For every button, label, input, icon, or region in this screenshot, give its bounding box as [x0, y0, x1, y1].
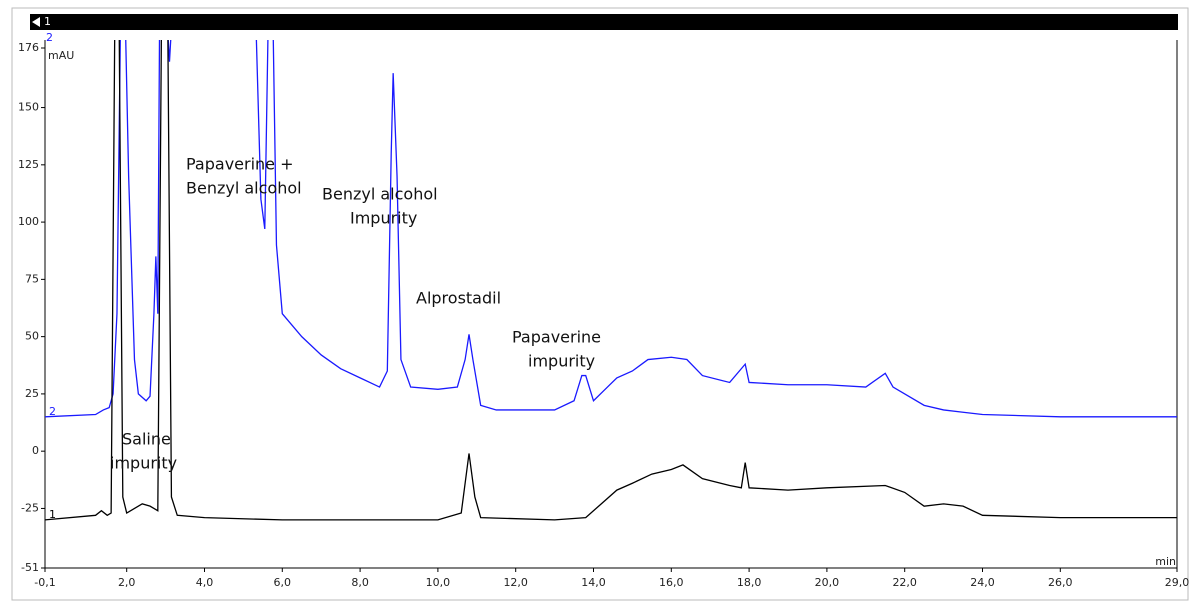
- annotation: Saline: [122, 430, 171, 449]
- y-tick-label: -25: [21, 501, 39, 514]
- x-tick-label: 29,0: [1165, 576, 1190, 589]
- annotation: impurity: [110, 454, 177, 473]
- x-tick-label: 6,0: [274, 576, 292, 589]
- y-tick-label: 150: [18, 101, 39, 114]
- x-tick-label: 8,0: [351, 576, 369, 589]
- y-unit: mAU: [48, 49, 74, 62]
- bar-arrow: [32, 17, 40, 27]
- y-tick-label: 50: [25, 330, 39, 343]
- annotation: Alprostadil: [416, 289, 501, 308]
- y-tick-label: 176: [18, 41, 39, 54]
- top-bar: [30, 14, 1178, 30]
- trace: [45, 40, 1177, 521]
- x-tick-label: 26,0: [1048, 576, 1073, 589]
- top-bar-label: 1: [44, 15, 51, 28]
- x-tick-label: 24,0: [970, 576, 995, 589]
- x-tick-label: 16,0: [659, 576, 684, 589]
- y-tick-label: 100: [18, 215, 39, 228]
- plot: [45, 40, 1177, 521]
- series-label: 1: [49, 508, 56, 521]
- x-tick-label: 18,0: [737, 576, 762, 589]
- annotation: Papaverine +: [186, 155, 294, 174]
- x-tick-label: 4,0: [196, 576, 214, 589]
- trace: [45, 40, 1177, 418]
- annotation: Impurity: [350, 209, 417, 228]
- y-tick-label: 25: [25, 387, 39, 400]
- series-label: 2: [49, 405, 56, 418]
- x-tick-label: 20,0: [815, 576, 840, 589]
- x-unit: min: [1155, 555, 1176, 568]
- y-tick-label: 0: [32, 444, 39, 457]
- x-tick-label: 14,0: [581, 576, 606, 589]
- top-label: 2: [46, 31, 53, 44]
- y-tick-label: 125: [18, 158, 39, 171]
- annotation: impurity: [528, 352, 595, 371]
- x-tick-label: 12,0: [503, 576, 528, 589]
- annotation: Benzyl alcohol: [322, 185, 438, 204]
- y-tick-label: 75: [25, 272, 39, 285]
- x-tick-label: -0,1: [34, 576, 55, 589]
- y-tick-label: -51: [21, 561, 39, 574]
- x-tick-label: 10,0: [426, 576, 451, 589]
- x-tick-label: 22,0: [892, 576, 917, 589]
- annotation: Papaverine: [512, 328, 601, 347]
- frame: [11, 7, 1189, 601]
- x-tick-label: 2,0: [118, 576, 136, 589]
- annotation: Benzyl alcohol: [186, 179, 302, 198]
